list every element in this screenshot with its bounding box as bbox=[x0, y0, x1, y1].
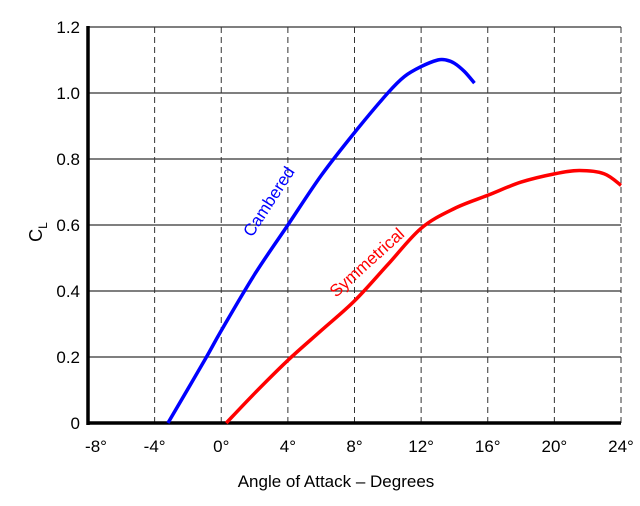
x-tick-label: 24° bbox=[608, 437, 634, 456]
y-axis-label-main: C bbox=[26, 229, 46, 242]
x-tick-label: 0° bbox=[213, 437, 229, 456]
y-tick-label: 0 bbox=[71, 414, 80, 433]
x-axis-label: Angle of Attack – Degrees bbox=[238, 472, 435, 491]
tick-labels: 0 0.2 0.4 0.6 0.8 1.0 1.2 -8° -4° 0° 4° 8° 12° 16° 20°… bbox=[56, 18, 634, 456]
series-label-cambered: Cambered bbox=[239, 163, 298, 240]
grid bbox=[86, 26, 622, 425]
x-tick-label: 8° bbox=[346, 437, 362, 456]
y-tick-label: 0.6 bbox=[56, 216, 80, 235]
y-axis-label: CL bbox=[26, 222, 50, 242]
y-tick-label: 0.2 bbox=[56, 348, 80, 367]
x-tick-label: -8° bbox=[85, 437, 107, 456]
x-tick-label: 4° bbox=[280, 437, 296, 456]
x-tick-label: -4° bbox=[144, 437, 166, 456]
x-tick-label: 20° bbox=[542, 437, 568, 456]
series-line-symmetrical bbox=[224, 168, 623, 425]
series-line-cambered bbox=[166, 57, 476, 424]
x-tick-label: 16° bbox=[475, 437, 501, 456]
y-tick-label: 1.0 bbox=[56, 84, 80, 103]
y-tick-label: 1.2 bbox=[56, 18, 80, 37]
series-group bbox=[166, 57, 623, 425]
y-tick-label: 0.8 bbox=[56, 150, 80, 169]
y-axis-label-subscript: L bbox=[36, 222, 50, 229]
y-tick-label: 0.4 bbox=[56, 282, 80, 301]
x-tick-label: 12° bbox=[408, 437, 434, 456]
